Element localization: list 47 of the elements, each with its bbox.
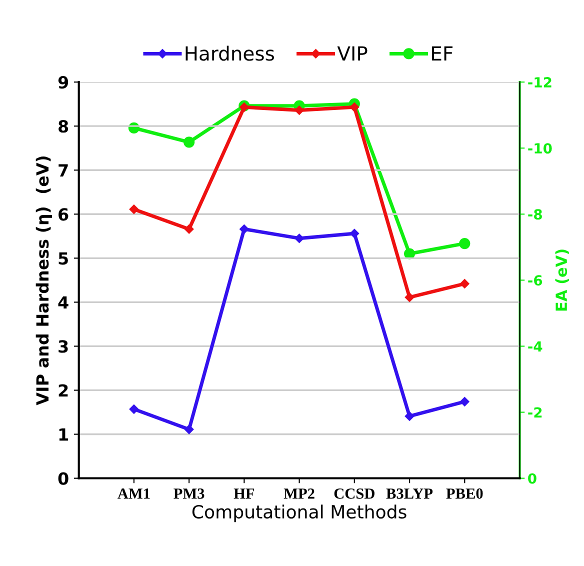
x-tick-label: AM1 (118, 488, 150, 499)
y-tick-label: 0 (58, 472, 68, 485)
y-tick-label: 5 (58, 252, 68, 265)
x-tick-label: HF (234, 488, 254, 499)
point (459, 238, 470, 250)
y2-tick-label: -10 (528, 143, 552, 154)
x-tick-label: B3LYP (386, 488, 433, 499)
point (129, 404, 139, 414)
legend-label: VIP (337, 46, 368, 61)
point (294, 234, 304, 243)
y2-tick-label: -6 (528, 275, 542, 286)
y-tick-label: 7 (58, 164, 68, 176)
y-tick-label: 3 (58, 340, 68, 353)
legend-label: EF (432, 46, 452, 61)
point (294, 106, 304, 115)
y-tick-label: 1 (59, 428, 68, 441)
point (240, 224, 249, 234)
legend-label: Hardness (186, 46, 274, 61)
x-tick-label: CCSD (334, 488, 374, 499)
x-axis-title: Computational Methods (192, 504, 406, 522)
y2-tick-label: 0 (528, 473, 536, 484)
point (460, 279, 470, 288)
y2-tick-label: -2 (528, 407, 542, 418)
point (184, 136, 195, 148)
y2-axis-title: EA (eV) (555, 250, 569, 311)
point (350, 102, 360, 112)
point (129, 204, 139, 214)
point (460, 397, 470, 406)
y-tick-label: 6 (58, 208, 68, 221)
point (350, 228, 360, 238)
point (404, 292, 414, 302)
x-tick-label: PBE0 (446, 488, 483, 499)
x-tick-label: PM3 (174, 488, 204, 499)
y-tick-label: 8 (58, 120, 68, 133)
point (240, 102, 249, 112)
y-axis-title: VIP and Hardness (η) (eV) (36, 156, 52, 406)
point (404, 248, 416, 260)
y2-tick-label: -8 (528, 209, 542, 220)
point (184, 424, 194, 434)
y2-tick-label: -12 (528, 77, 552, 88)
y-tick-label: 2 (58, 384, 68, 397)
y2-tick-label: -4 (528, 341, 542, 352)
y-tick-label: 9 (58, 76, 68, 89)
point (404, 412, 414, 421)
point (184, 224, 194, 234)
y-tick-label: 4 (58, 296, 68, 309)
x-tick-label: MP2 (284, 488, 314, 499)
